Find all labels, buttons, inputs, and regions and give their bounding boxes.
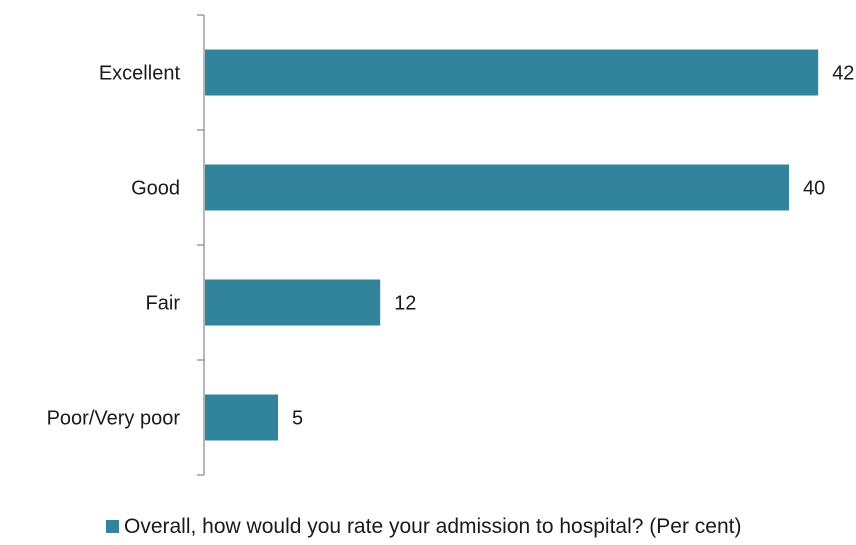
data-label: 5 bbox=[292, 408, 303, 430]
legend-label: Overall, how would you rate your admissi… bbox=[124, 515, 741, 538]
bar bbox=[205, 49, 819, 96]
bar bbox=[205, 394, 278, 441]
legend-swatch bbox=[106, 520, 119, 533]
bars-layer bbox=[205, 49, 819, 441]
data-label: 40 bbox=[803, 178, 825, 200]
category-tick-label: Fair bbox=[146, 293, 181, 315]
data-label: 12 bbox=[394, 293, 416, 315]
category-tick-label: Poor/Very poor bbox=[47, 408, 181, 430]
axis-layer bbox=[197, 14, 205, 476]
bar bbox=[205, 279, 381, 326]
bar bbox=[205, 164, 789, 211]
category-tick-label: Excellent bbox=[99, 63, 181, 85]
legend: Overall, how would you rate your admissi… bbox=[106, 515, 741, 538]
category-tick-label: Good bbox=[131, 178, 180, 200]
data-label: 42 bbox=[832, 63, 854, 85]
labels-layer: Excellent 42 Good 40 Fair 12 Poor/Very poor 5 bbox=[47, 63, 855, 430]
